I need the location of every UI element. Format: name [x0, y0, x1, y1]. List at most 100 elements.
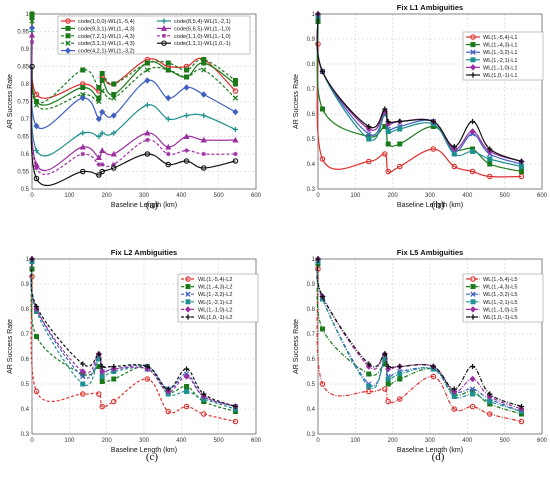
legend-label: WL(1,-2,1)-L5: [483, 300, 518, 306]
data-point: [451, 151, 457, 157]
data-point: [99, 71, 105, 77]
legend-entry: WL(1,-2,1)-L2: [181, 299, 233, 306]
legend-entry: code(9,3,1)-WL(1,-4,3): [61, 25, 135, 32]
y-tick-label: 0.9: [21, 47, 30, 53]
data-point: [165, 116, 171, 122]
x-tick-label: 200: [102, 193, 113, 199]
x-tick-label: 600: [251, 438, 262, 444]
legend-entry: code(3,1,1)-WL(1,-4,3): [61, 40, 135, 47]
legend-swatch-marker: [161, 40, 167, 46]
legend-entry: code(4,2,1)-WL(1,-3,2): [61, 47, 135, 55]
data-point: [430, 118, 436, 125]
y-tick-label: 1: [26, 257, 30, 263]
x-tick-label: 0: [30, 193, 34, 199]
legend-swatch-marker: [185, 276, 191, 282]
data-point: [111, 398, 117, 405]
legend-label: WL(1,-3,2)-L5: [483, 292, 518, 298]
legend-swatch-marker: [65, 18, 71, 24]
y-tick-label: 0.6: [307, 112, 316, 118]
chart-panel-1: 0 100 200 300 400 500 600 0.5 0.55 0.6 0.65 0.7 0.75…: [7, 11, 262, 211]
legend-box: [462, 31, 544, 81]
data-point: [451, 393, 457, 399]
legend-entry: WL(1,-3,2)-L5: [466, 291, 518, 298]
x-tick-label: 500: [500, 193, 511, 199]
legend-swatch-marker: [470, 34, 476, 40]
data-point: [144, 102, 150, 108]
x-tick-label: 300: [425, 193, 436, 199]
x-axis-label: Baseline Length (km): [397, 447, 463, 454]
legend-swatch-marker: [470, 284, 476, 290]
data-point: [99, 368, 106, 375]
data-point: [80, 381, 86, 387]
legend-label: code(3,1,1)-WL(1,-4,3): [78, 41, 135, 47]
data-point: [80, 151, 85, 157]
legend-label: code(6,6,5)-WL(1,-1,0): [174, 26, 231, 32]
data-point: [385, 381, 391, 387]
data-point: [451, 143, 457, 150]
data-point: [111, 95, 117, 101]
data-point: [232, 418, 239, 425]
series-1: [29, 273, 239, 425]
legend-swatch-marker: [65, 40, 71, 46]
data-point: [184, 148, 189, 153]
data-point: [366, 123, 372, 130]
x-axis-label: Baseline Length (km): [397, 202, 463, 209]
y-tick-label: 0.9: [21, 282, 30, 288]
legend-label: WL(1,-2,1)-L1: [483, 58, 518, 64]
y-tick-label: 0.7: [21, 332, 30, 338]
legend-label: WL(1,-4,3)-L2: [198, 285, 233, 291]
x-tick-label: 0: [30, 438, 34, 444]
x-axis-label: Baseline Length (km): [111, 202, 177, 209]
data-point: [385, 398, 391, 405]
series-line: [30, 31, 236, 157]
data-point: [470, 149, 476, 155]
data-point: [183, 403, 190, 410]
x-tick-label: 0: [316, 438, 320, 444]
x-tick-label: 300: [425, 438, 436, 444]
series-3: [29, 15, 238, 105]
legend-swatch-marker: [184, 306, 192, 313]
data-point: [28, 31, 36, 38]
y-tick-label: 0.85: [17, 65, 29, 71]
data-point: [33, 333, 39, 339]
data-point: [201, 56, 207, 62]
legend-label: code(7,2,1)-WL(1,-4,3): [78, 34, 135, 40]
y-tick-label: 0.7: [307, 87, 316, 93]
data-point: [99, 168, 105, 175]
legend-swatch-marker: [161, 18, 167, 24]
data-point: [469, 386, 476, 392]
legend-entry: code(8,5,4)-WL(1,-2,1): [157, 18, 231, 25]
legend-entry: WL(1,0,-1)-L5: [466, 314, 518, 321]
data-point: [487, 156, 493, 162]
x-tick-label: 400: [462, 438, 473, 444]
x-tick-label: 600: [537, 438, 548, 444]
data-point: [518, 403, 525, 410]
data-point: [200, 411, 207, 417]
legend-label: WL(1,0,-1)-L5: [483, 315, 518, 321]
panel-label: (a): [146, 199, 159, 211]
data-point: [397, 118, 403, 125]
legend-entry: WL(1,0,-1)-L2: [181, 314, 233, 321]
chart-panel-2: 0 100 200 300 400 500 600 0.3 0.4 0.5 0.6 0.7 0.8 0.9…: [293, 3, 548, 211]
legend-swatch-marker: [161, 33, 167, 38]
data-point: [397, 141, 403, 147]
y-tick-label: 0.3: [307, 432, 316, 438]
data-point: [99, 403, 105, 410]
data-point: [200, 91, 207, 98]
x-tick-label: 200: [388, 193, 399, 199]
legend-swatch-marker: [469, 64, 477, 71]
legend-swatch-marker: [185, 299, 191, 305]
series-line: [30, 34, 236, 172]
y-tick-label: 1: [312, 12, 316, 18]
x-tick-label: 500: [500, 438, 511, 444]
data-point: [469, 375, 476, 383]
legend-label: WL(1,-5,4)-L2: [198, 277, 233, 283]
x-tick-label: 100: [64, 438, 75, 444]
data-point: [518, 418, 525, 425]
y-tick-label: 0.5: [307, 382, 316, 388]
y-tick-label: 0.8: [21, 82, 30, 88]
x-axis-label: Baseline Length (km): [111, 447, 177, 454]
legend-entry: code(1,1,1)-WL(1,0,-1): [157, 40, 231, 47]
data-point: [99, 130, 105, 136]
